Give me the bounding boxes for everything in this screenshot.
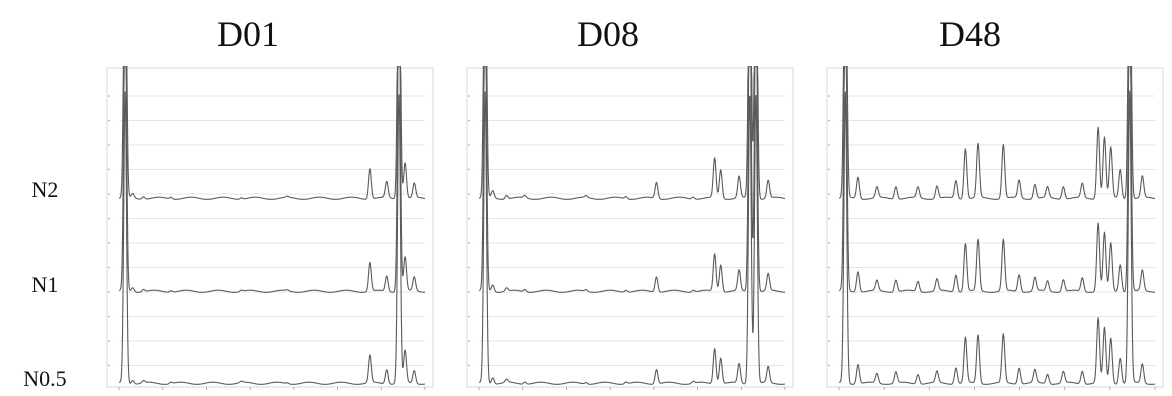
trace-n2	[478, 66, 786, 200]
y-tick	[468, 144, 470, 146]
column-title-d08: D08	[577, 14, 639, 54]
y-tick	[828, 119, 830, 122]
trace-n0-5	[838, 90, 1156, 385]
y-tick	[828, 266, 830, 269]
y-tick	[108, 144, 110, 146]
column-title-d01: D01	[217, 14, 279, 54]
y-tick	[468, 340, 470, 342]
y-tick	[108, 95, 110, 97]
trace-n1	[118, 66, 426, 293]
trace-n2	[838, 66, 1156, 200]
y-tick	[108, 291, 110, 293]
trace-n1	[838, 66, 1156, 293]
y-tick	[468, 95, 470, 97]
trace-n1	[478, 66, 786, 293]
row-label-n0-5: N0.5	[23, 366, 67, 391]
y-tick	[468, 266, 470, 269]
row-label-n2: N2	[31, 177, 59, 202]
row-label-n1: N1	[31, 272, 59, 297]
chromatogram-panel-d01	[106, 66, 434, 390]
y-tick	[108, 168, 110, 171]
y-tick	[108, 315, 110, 318]
y-tick	[828, 242, 830, 244]
y-tick	[828, 315, 830, 318]
y-tick	[828, 340, 830, 342]
chromatogram-panel-d48	[826, 66, 1164, 390]
trace-n0-5	[118, 91, 426, 385]
y-tick	[108, 266, 110, 269]
y-tick	[468, 119, 470, 122]
y-tick	[828, 193, 830, 195]
y-tick	[468, 168, 470, 171]
y-tick	[108, 217, 110, 220]
y-tick	[828, 217, 830, 220]
y-tick	[828, 364, 830, 367]
y-tick	[828, 291, 830, 293]
panel-frame	[826, 67, 1164, 388]
y-tick	[108, 119, 110, 122]
panel-frame	[106, 67, 434, 388]
y-tick	[468, 364, 470, 367]
trace-n2	[118, 66, 426, 200]
y-tick	[468, 291, 470, 293]
y-tick	[108, 364, 110, 367]
y-tick	[828, 168, 830, 171]
trace-n0-5	[478, 91, 786, 385]
y-tick	[828, 95, 830, 97]
y-tick	[828, 144, 830, 146]
y-tick	[468, 217, 470, 220]
panel-frame	[466, 67, 794, 388]
y-tick	[468, 193, 470, 195]
y-tick	[108, 340, 110, 342]
chromatogram-panel-d08	[466, 66, 794, 390]
column-title-d48: D48	[939, 14, 1001, 54]
y-tick	[108, 242, 110, 244]
y-tick	[468, 242, 470, 244]
y-tick	[108, 193, 110, 195]
y-tick	[468, 315, 470, 318]
